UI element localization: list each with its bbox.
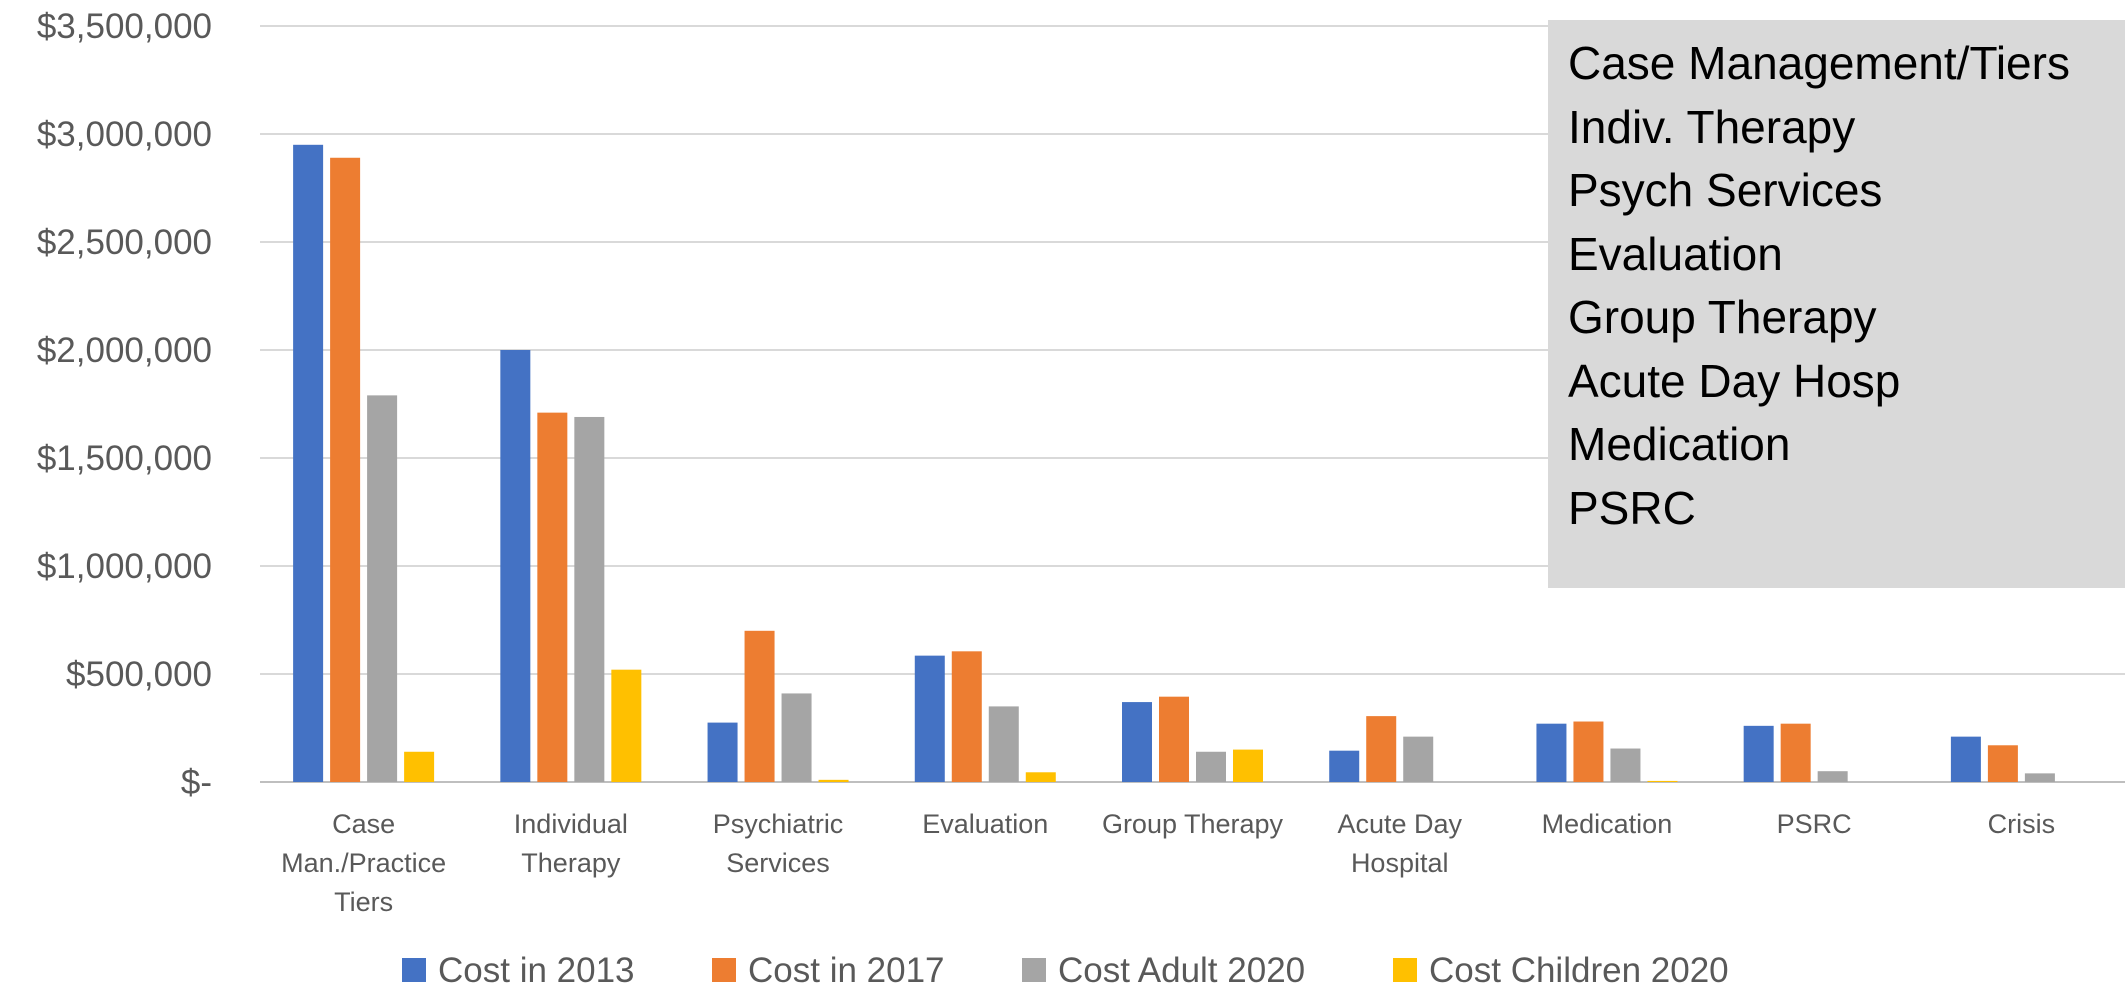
x-axis-category-labels: Case Man./Practice Tiers Individual Therapy P…	[281, 809, 2055, 917]
bar-cost-in-2017	[1780, 723, 1811, 782]
x-category-label: Medication	[1542, 809, 1673, 839]
legend-label: Cost Children 2020	[1429, 951, 1729, 987]
legend: Cost in 2013 Cost in 2017 Cost Adult 2020 C…	[402, 951, 1729, 987]
note-line: PSRC	[1568, 481, 1696, 534]
note-line: Psych Services	[1568, 164, 1883, 216]
bar-cost-in-2013	[1122, 702, 1152, 782]
legend-label: Cost in 2017	[748, 951, 945, 987]
bar-cost-in-2017	[537, 412, 568, 782]
bar-cost-in-2017	[744, 630, 775, 782]
y-tick-label: $3,500,000	[37, 7, 212, 46]
bar-cost-adult-2020	[781, 693, 812, 782]
bar-cost-children-2020	[611, 669, 642, 782]
bar-cost-adult-2020	[1817, 771, 1848, 782]
bar-cost-in-2013	[1329, 750, 1360, 782]
bar-cost-in-2013	[500, 350, 531, 782]
bar-cost-in-2013	[1536, 723, 1567, 782]
x-category-label: PSRC	[1777, 809, 1852, 839]
legend-swatch	[402, 958, 426, 982]
legend-label: Cost in 2013	[438, 951, 635, 987]
bar-cost-in-2017	[1573, 721, 1604, 782]
note-line: Case Management/Tiers	[1568, 37, 2070, 89]
bar-cost-adult-2020	[574, 416, 605, 782]
note-line: Indiv. Therapy	[1568, 100, 1856, 153]
bars	[293, 144, 2055, 783]
note-line: Group Therapy	[1568, 291, 1877, 343]
y-tick-label: $1,500,000	[37, 439, 212, 478]
category-note-box: Case Management/Tiers Indiv. Therapy Psy…	[1548, 20, 2125, 588]
bar-cost-adult-2020	[988, 706, 1019, 782]
y-axis-tick-labels: $- $500,000 $1,000,000 $1,500,000 $2,000,000…	[37, 7, 212, 802]
x-category-label: Individual Therapy	[514, 809, 628, 878]
note-line: Medication	[1568, 418, 1791, 470]
bar-cost-adult-2020	[1403, 736, 1434, 782]
legend-label: Cost Adult 2020	[1058, 951, 1305, 987]
bar-cost-children-2020	[404, 751, 435, 782]
bar-cost-in-2013	[1743, 725, 1774, 782]
legend-swatch	[1022, 958, 1046, 982]
bar-cost-in-2017	[1987, 745, 2018, 782]
bar-cost-in-2017	[951, 651, 982, 782]
bar-cost-in-2013	[914, 655, 945, 782]
x-category-label: Acute Day Hospital	[1337, 809, 1462, 878]
bar-cost-in-2017	[330, 157, 361, 782]
note-line: Evaluation	[1568, 227, 1783, 280]
bar-cost-adult-2020	[367, 395, 398, 782]
bar-cost-children-2020	[1233, 749, 1263, 782]
x-category-label: Crisis	[1988, 809, 2056, 839]
y-tick-label: $-	[181, 763, 212, 802]
bar-cost-adult-2020	[1610, 748, 1641, 782]
x-category-label: Psychiatric Services	[713, 809, 844, 878]
bar-cost-in-2017	[1366, 716, 1397, 782]
note-line: Acute Day Hosp	[1568, 354, 1901, 407]
bar-cost-in-2013	[293, 144, 324, 783]
bar-cost-adult-2020	[1196, 751, 1226, 782]
y-tick-label: $2,500,000	[37, 223, 212, 262]
x-category-label: Case Man./Practice Tiers	[281, 809, 446, 917]
bar-cost-children-2020	[1025, 772, 1056, 782]
x-category-label: Group Therapy	[1102, 809, 1284, 839]
bar-cost-children-2020	[1647, 780, 1678, 782]
y-tick-label: $1,000,000	[37, 547, 212, 586]
bar-cost-in-2013	[707, 722, 738, 782]
y-tick-label: $3,000,000	[37, 115, 212, 154]
legend-swatch	[712, 958, 736, 982]
bar-cost-adult-2020	[2024, 773, 2055, 782]
bar-cost-children-2020	[818, 779, 849, 782]
x-category-label: Evaluation	[922, 809, 1048, 839]
bar-cost-in-2017	[1159, 696, 1189, 782]
y-tick-label: $2,000,000	[37, 331, 212, 370]
y-tick-label: $500,000	[66, 655, 212, 694]
legend-swatch	[1393, 958, 1417, 982]
gridlines	[260, 25, 2125, 783]
bar-cost-in-2013	[1950, 736, 1981, 782]
